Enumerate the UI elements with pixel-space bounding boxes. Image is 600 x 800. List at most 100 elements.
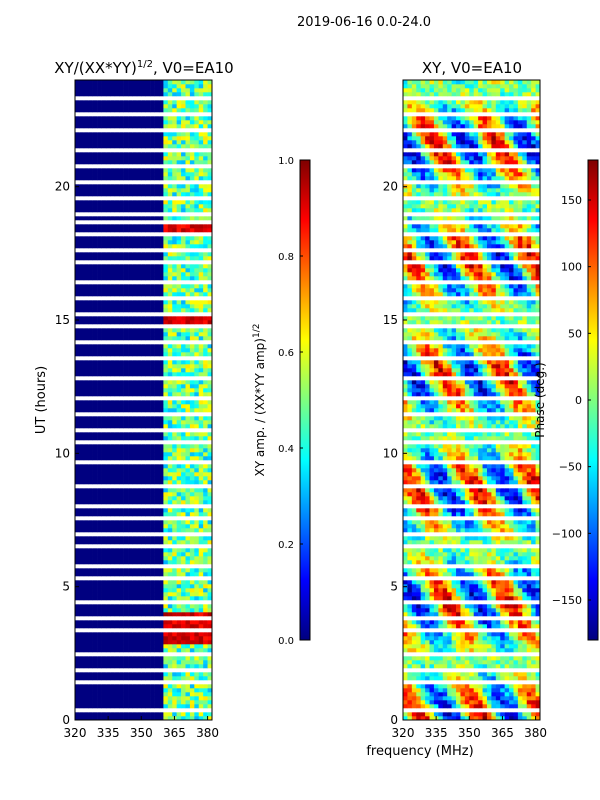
heatmap-cell [141, 696, 147, 701]
heatmap-cell [181, 200, 186, 205]
heatmap-cell [154, 324, 160, 329]
heatmap-cell [163, 144, 169, 149]
heatmap-cell [97, 676, 102, 681]
heatmap-cell [176, 584, 182, 589]
heatmap-cell [83, 168, 89, 173]
heatmap-cell [110, 196, 116, 201]
heatmap-cell [119, 108, 124, 113]
heatmap-cell [176, 520, 182, 525]
heatmap-cell [119, 388, 124, 393]
heatmap-cell [145, 568, 151, 573]
heatmap-cell [154, 484, 160, 489]
heatmap-cell [79, 432, 85, 437]
heatmap-cell [185, 148, 191, 153]
heatmap-cell [203, 608, 208, 613]
heatmap-cell [75, 88, 80, 93]
heatmap-cell [110, 336, 116, 341]
heatmap-cell [128, 704, 133, 709]
heatmap-cell [167, 400, 173, 405]
heatmap-cell [145, 680, 151, 685]
heatmap-cell [185, 80, 191, 85]
heatmap-cell [83, 580, 89, 585]
heatmap-cell [141, 124, 147, 129]
heatmap-cell [189, 260, 195, 265]
heatmap-cell [101, 164, 107, 169]
heatmap-cell [181, 272, 186, 277]
heatmap-cell [141, 564, 147, 569]
heatmap-cell [185, 208, 191, 213]
heatmap-cell [145, 612, 151, 617]
heatmap-cell [83, 188, 89, 193]
heatmap-cell [114, 436, 120, 441]
heatmap-cell [145, 120, 151, 125]
heatmap-cell [83, 672, 89, 677]
heatmap-cell [136, 328, 142, 333]
heatmap-cell [101, 584, 107, 589]
heatmap-cell [167, 252, 173, 257]
heatmap-cell [110, 672, 116, 677]
heatmap-cell [163, 632, 169, 637]
heatmap-cell [119, 212, 124, 217]
heatmap-cell [110, 128, 116, 133]
heatmap-cell [167, 632, 173, 637]
heatmap-cell [154, 584, 160, 589]
heatmap-cell [176, 384, 182, 389]
heatmap-cell [105, 688, 111, 693]
heatmap-cell [150, 316, 155, 321]
heatmap-cell [185, 624, 191, 629]
heatmap-cell [194, 484, 200, 489]
heatmap-cell [189, 616, 195, 621]
heatmap-cell [132, 292, 138, 297]
heatmap-cell [110, 372, 116, 377]
heatmap-cell [92, 440, 98, 445]
heatmap-cell [189, 652, 195, 657]
heatmap-cell [172, 440, 177, 445]
heatmap-cell [105, 376, 111, 381]
heatmap-cell [79, 436, 85, 441]
heatmap-cell [79, 552, 85, 557]
heatmap-cell [119, 132, 124, 137]
heatmap-cell [141, 600, 147, 605]
heatmap-cell [207, 144, 213, 149]
heatmap-cell [136, 436, 142, 441]
heatmap-cell [185, 596, 191, 601]
heatmap-cell [123, 476, 129, 481]
heatmap-cell [79, 196, 85, 201]
heatmap-cell [101, 120, 107, 125]
heatmap-cell [83, 516, 89, 521]
heatmap-cell [88, 516, 93, 521]
heatmap-cell [79, 212, 85, 217]
heatmap-cell [207, 440, 213, 445]
heatmap-cell [128, 128, 133, 133]
heatmap-cell [172, 636, 177, 641]
heatmap-cell [158, 180, 164, 185]
heatmap-cell [75, 628, 80, 633]
heatmap-cell [141, 592, 147, 597]
heatmap-cell [105, 368, 111, 373]
heatmap-cell [105, 96, 111, 101]
heatmap-cell [181, 512, 186, 517]
heatmap-cell [198, 664, 204, 669]
heatmap-cell [176, 372, 182, 377]
heatmap-cell [123, 172, 129, 177]
heatmap-cell [88, 92, 93, 97]
heatmap-cell [181, 660, 186, 665]
heatmap-cell [110, 304, 116, 309]
heatmap-cell [123, 204, 129, 209]
heatmap-cell [189, 256, 195, 261]
heatmap-cell [88, 684, 93, 689]
heatmap-cell [185, 272, 191, 277]
heatmap-cell [198, 392, 204, 397]
heatmap-cell [167, 324, 173, 329]
heatmap-cell [145, 484, 151, 489]
heatmap-cell [167, 452, 173, 457]
heatmap-cell [92, 436, 98, 441]
heatmap-cell [75, 364, 80, 369]
heatmap-cell [198, 240, 204, 245]
heatmap-cell [123, 656, 129, 661]
heatmap-cell [141, 524, 147, 529]
heatmap-cell [194, 232, 200, 237]
heatmap-cell [181, 444, 186, 449]
heatmap-cell [79, 568, 85, 573]
heatmap-cell [181, 712, 186, 717]
